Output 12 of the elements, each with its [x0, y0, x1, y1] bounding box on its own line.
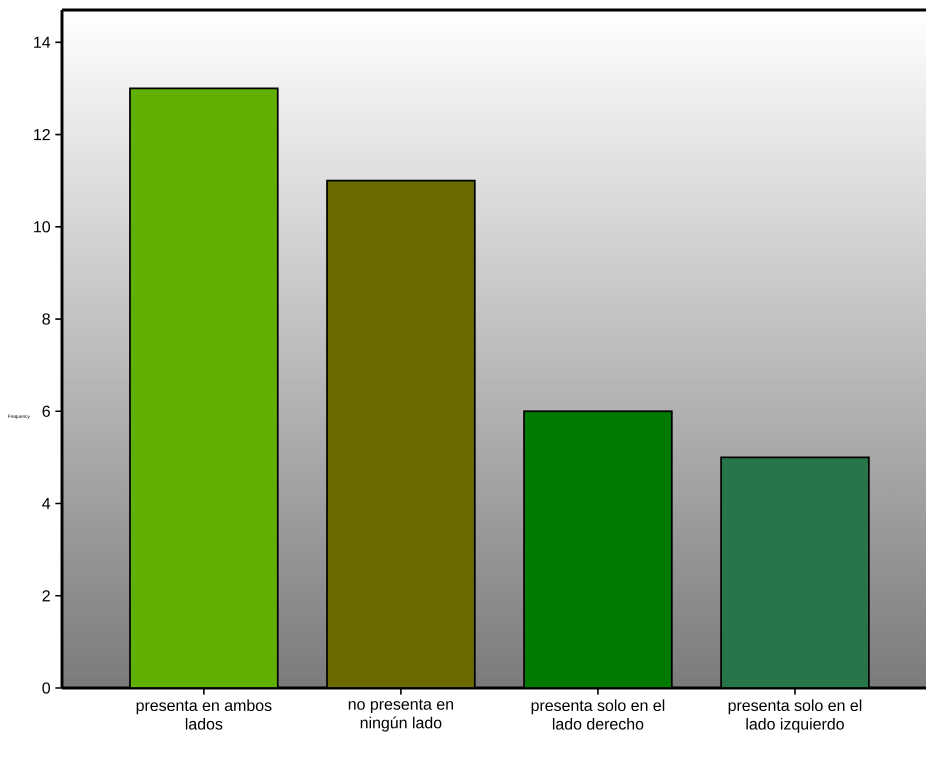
x-tick-label: presenta solo en el lado derecho — [532, 699, 664, 730]
y-tick-label: 14 — [34, 36, 50, 48]
y-tick-label: 0 — [42, 682, 50, 694]
x-tick-label: presenta solo en el lado izquierdo — [728, 699, 862, 733]
y-tick-label: 8 — [42, 313, 50, 325]
x-tick-label: presenta en ambos lados — [136, 699, 272, 730]
y-tick-label: 2 — [42, 590, 50, 602]
x-tick-label: no presenta en ningún lado — [348, 699, 454, 732]
y-tick-label: 10 — [34, 221, 50, 232]
y-tick-label: 12 — [34, 128, 50, 140]
y-tick-label: 6 — [42, 406, 50, 417]
y-tick-label: 4 — [42, 498, 50, 509]
